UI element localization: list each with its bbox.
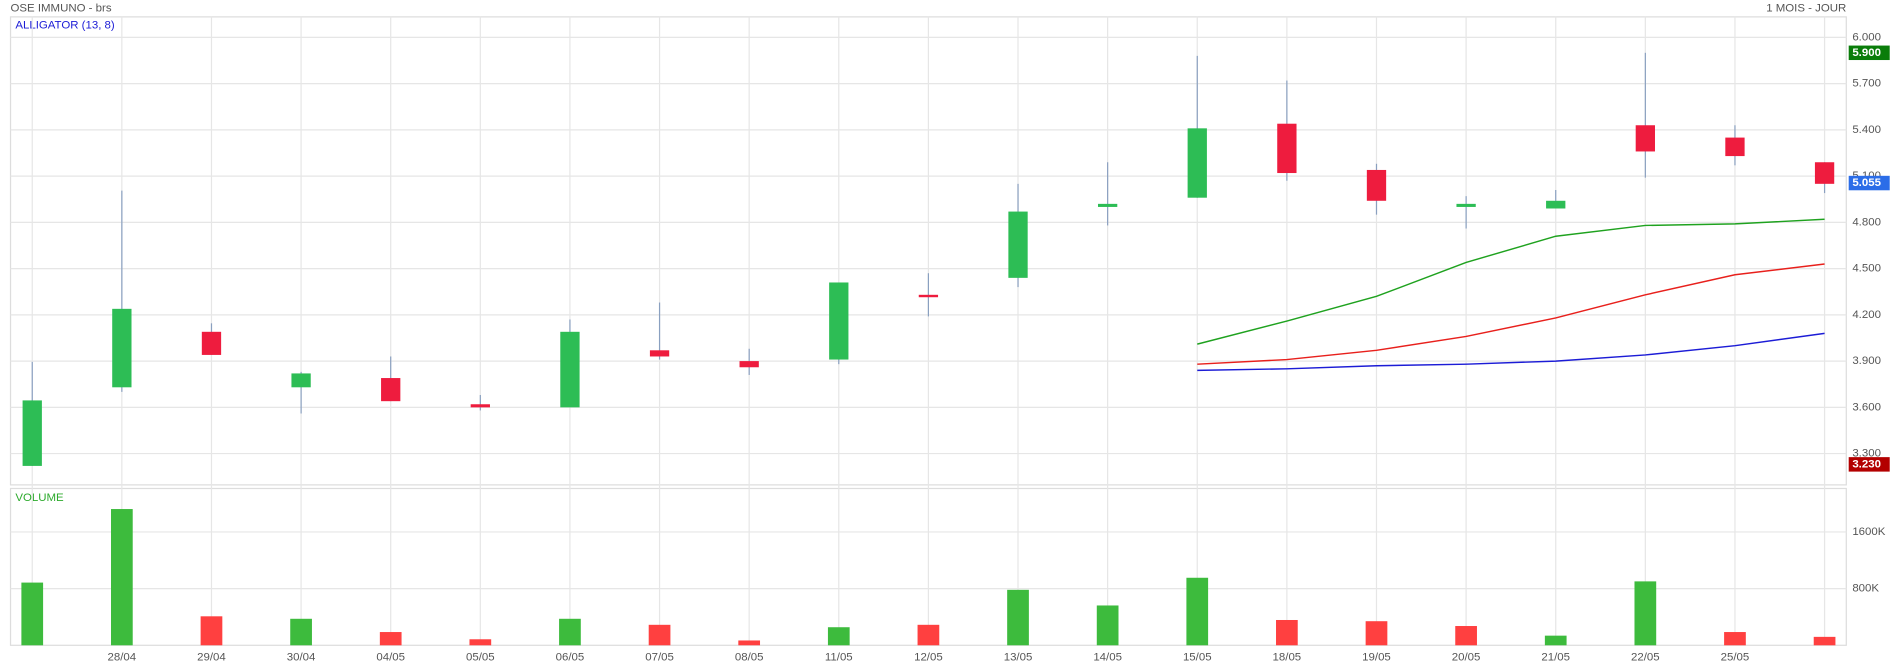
candle-body (22, 400, 42, 466)
candle-body (918, 294, 939, 298)
candle-body (291, 373, 311, 388)
candle-body (381, 378, 401, 402)
candle-body (112, 308, 132, 388)
volume-bar (1813, 636, 1836, 646)
volume-bar (827, 627, 850, 646)
candle-body (560, 331, 580, 408)
volume-bar (1544, 635, 1567, 646)
alligator-line (1197, 218, 1825, 345)
x-tick-label: 21/05 (1541, 651, 1570, 663)
volume-bar (1724, 632, 1746, 646)
indicator-label: ALLIGATOR (13, 8) (15, 19, 115, 31)
price-marker (1848, 457, 1890, 472)
x-tick-label: 14/05 (1093, 651, 1122, 663)
candle-body (1097, 203, 1118, 207)
candle-body (1277, 123, 1297, 174)
candle-body (649, 350, 670, 357)
candle-body (1635, 125, 1655, 152)
x-tick-label: 18/05 (1273, 651, 1302, 663)
volume-bar (200, 616, 223, 646)
y-tick-label: 5.700 (1852, 78, 1881, 90)
x-tick-label: 11/05 (825, 651, 853, 663)
chart-title: OSE IMMUNO - brs (11, 2, 112, 14)
candle-body (1814, 162, 1835, 184)
price-marker (1848, 45, 1890, 61)
alligator-line (1197, 263, 1825, 365)
period-label: 1 MOIS - JOUR (1766, 2, 1846, 14)
x-tick-label: 05/05 (466, 651, 495, 663)
x-tick-label: 19/05 (1362, 651, 1391, 663)
volume-bar (21, 582, 44, 646)
x-tick-label: 29/04 (197, 651, 226, 663)
volume-bar (111, 509, 133, 646)
x-tick-label: 22/05 (1631, 651, 1660, 663)
volume-bar (1186, 577, 1209, 646)
volume-bar (1455, 626, 1477, 646)
x-tick-label: 06/05 (556, 651, 585, 663)
candle-body (1187, 128, 1207, 198)
candle-body (1366, 169, 1387, 201)
x-tick-label: 08/05 (735, 651, 764, 663)
volume-bar (1365, 621, 1388, 646)
candle-body (829, 282, 849, 360)
volume-bar (1276, 619, 1298, 646)
volume-bar (738, 640, 761, 646)
price-marker (1848, 175, 1890, 191)
volume-bar (1634, 581, 1657, 646)
x-tick-label: 15/05 (1183, 651, 1212, 663)
candle-body (1725, 137, 1745, 157)
volume-bar (1096, 605, 1119, 646)
candle-body (1546, 200, 1566, 209)
x-tick-label: 04/05 (376, 651, 405, 663)
x-tick-label: 28/04 (108, 651, 137, 663)
candle-body (1456, 203, 1476, 207)
volume-bar (1007, 589, 1029, 646)
volume-bar (469, 639, 492, 646)
x-tick-label: 07/05 (645, 651, 674, 663)
volume-bar (648, 624, 671, 646)
volume-label: VOLUME (15, 492, 64, 504)
x-tick-label: 20/05 (1452, 651, 1481, 663)
y-tick-label: 4.800 (1852, 216, 1881, 228)
y-tick-label: 800K (1852, 583, 1879, 595)
y-tick-label: 4.200 (1852, 309, 1881, 321)
volume-bar (290, 618, 312, 646)
y-tick-label: 5.400 (1852, 124, 1881, 136)
price-marker-label: 5.055 (1852, 177, 1881, 189)
price-marker-label: 3.230 (1852, 458, 1881, 470)
price-marker-label: 5.900 (1852, 47, 1881, 59)
candle-body (739, 361, 759, 368)
x-tick-label: 13/05 (1004, 651, 1033, 663)
volume-bar (559, 618, 581, 646)
candle-body (470, 404, 490, 408)
y-tick-label: 6.000 (1852, 31, 1881, 43)
y-tick-label: 1600K (1852, 526, 1885, 538)
y-tick-label: 3.600 (1852, 401, 1881, 413)
y-tick-label: 3.900 (1852, 355, 1881, 367)
x-tick-label: 12/05 (914, 651, 943, 663)
x-tick-label: 25/05 (1721, 651, 1750, 663)
y-tick-label: 3.300 (1852, 448, 1881, 460)
volume-bar (379, 632, 402, 646)
candle-body (1008, 211, 1028, 278)
volume-bar (917, 624, 940, 646)
alligator-line (1197, 332, 1825, 372)
candle-body (201, 331, 222, 355)
x-tick-label: 30/04 (287, 651, 316, 663)
y-tick-label: 4.500 (1852, 263, 1881, 275)
